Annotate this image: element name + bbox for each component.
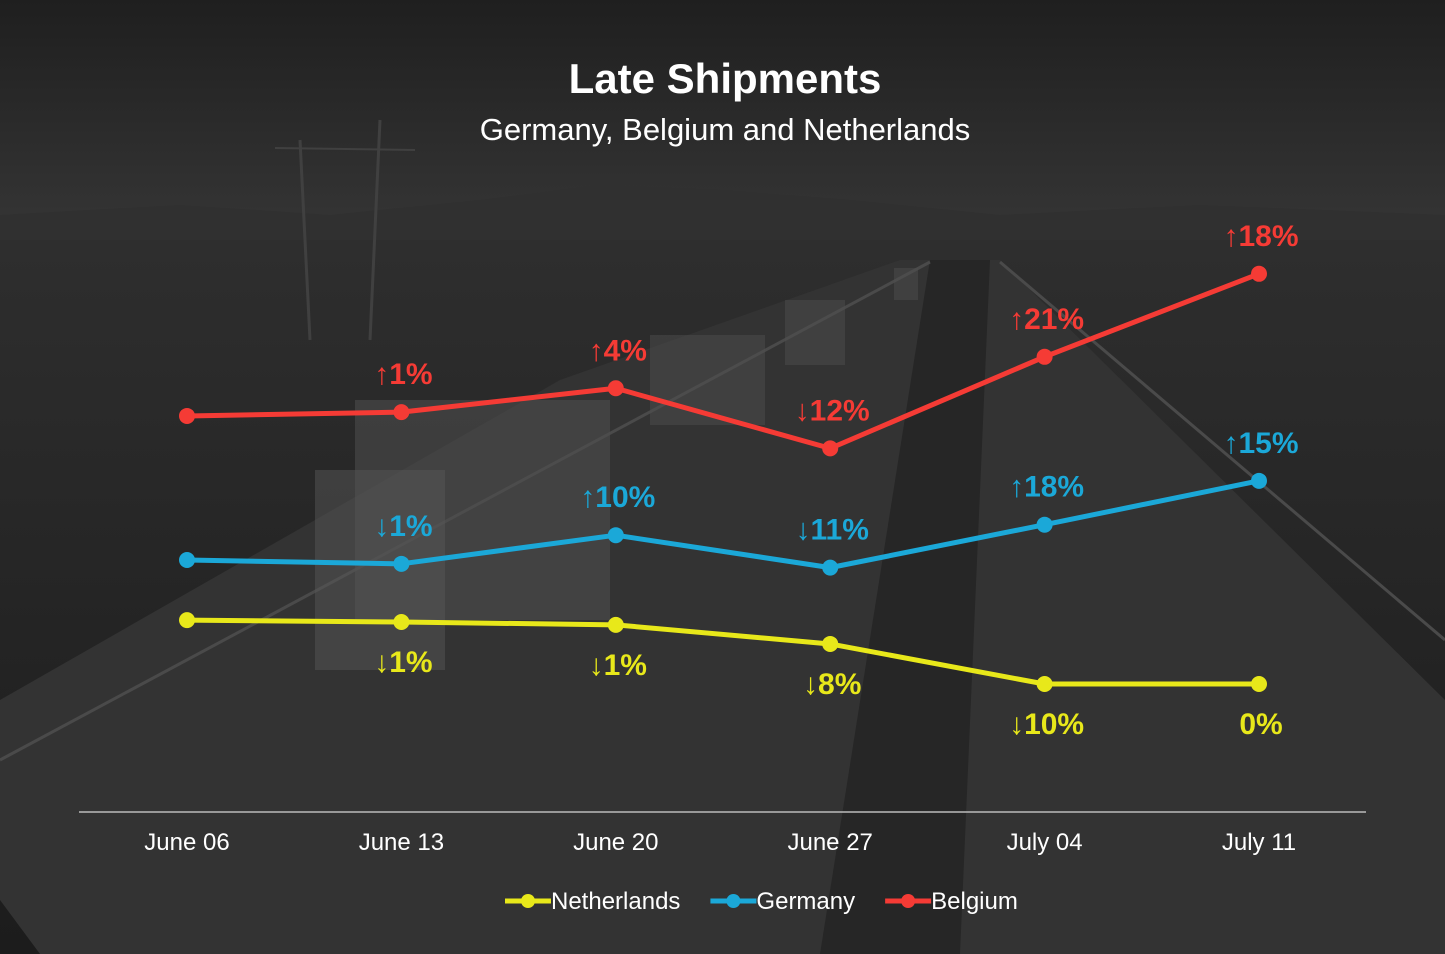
legend: Netherlands Germany Belgium	[505, 888, 1018, 915]
data-label-germany: ↓1%	[374, 510, 432, 543]
data-label-belgium: ↑1%	[374, 358, 432, 391]
data-point-belgium	[607, 380, 624, 397]
data-label-netherlands: ↓1%	[589, 649, 647, 682]
x-tick-label: June 06	[144, 829, 229, 856]
legend-label-netherlands: Netherlands	[551, 888, 680, 915]
legend-marker-germany	[726, 894, 741, 908]
data-label-netherlands: ↓1%	[374, 646, 432, 679]
legend-item-germany: Germany	[710, 888, 855, 915]
data-label-belgium: ↑21%	[1009, 303, 1084, 336]
series-line-germany	[184, 478, 1262, 571]
data-label-netherlands: ↓8%	[803, 668, 861, 701]
data-point-netherlands	[1036, 676, 1053, 693]
legend-label-belgium: Belgium	[931, 888, 1018, 915]
data-point-germany	[607, 527, 624, 544]
chart-title: Late Shipments	[569, 55, 882, 102]
data-label-germany: ↑10%	[580, 481, 655, 514]
data-point-germany	[822, 559, 839, 576]
x-tick-label: June 20	[573, 829, 658, 856]
data-label-belgium: ↓12%	[795, 394, 870, 427]
data-point-belgium	[1036, 348, 1053, 365]
legend-marker-netherlands	[521, 894, 535, 908]
data-point-germany	[1251, 472, 1267, 489]
x-tick-label: June 13	[359, 829, 444, 856]
data-point-germany	[1036, 516, 1053, 533]
x-tick-label: July 04	[1007, 829, 1083, 856]
data-point-germany	[179, 551, 195, 568]
data-point-netherlands	[607, 616, 624, 633]
x-axis-ticks: June 06 June 13 June 20 June 27 July 04 July …	[144, 829, 1296, 856]
data-point-netherlands	[179, 612, 195, 629]
data-labels-layer: ↓1% ↓1% ↓8% ↓10% 0% ↓1% ↑10% ↓11% ↑18% ↑15% ↑1% ↑4%…	[374, 220, 1298, 741]
data-label-germany: ↓11%	[796, 514, 869, 547]
data-point-netherlands	[822, 635, 839, 652]
data-label-germany: ↑15%	[1223, 427, 1298, 460]
data-label-netherlands: ↓10%	[1009, 708, 1084, 741]
series-line-netherlands	[184, 617, 1262, 687]
legend-item-netherlands: Netherlands	[505, 888, 680, 915]
data-label-germany: ↑18%	[1009, 471, 1084, 504]
data-label-belgium: ↑18%	[1223, 220, 1298, 253]
legend-marker-belgium	[901, 894, 916, 908]
chart-subtitle: Germany, Belgium and Netherlands	[480, 112, 971, 147]
legend-item-belgium: Belgium	[885, 888, 1018, 915]
data-point-belgium	[393, 404, 410, 421]
legend-label-germany: Germany	[756, 888, 855, 915]
data-point-netherlands	[393, 614, 410, 631]
data-point-belgium	[179, 407, 195, 424]
series-layer	[179, 265, 1267, 693]
data-point-netherlands	[1251, 676, 1267, 693]
x-tick-label: July 11	[1222, 829, 1296, 856]
data-point-belgium	[822, 440, 839, 457]
data-point-belgium	[1251, 265, 1267, 282]
data-label-netherlands: 0%	[1239, 708, 1282, 741]
series-line-belgium	[184, 271, 1262, 451]
data-point-germany	[393, 555, 410, 572]
data-label-belgium: ↑4%	[589, 334, 647, 367]
x-tick-label: June 27	[787, 829, 872, 856]
